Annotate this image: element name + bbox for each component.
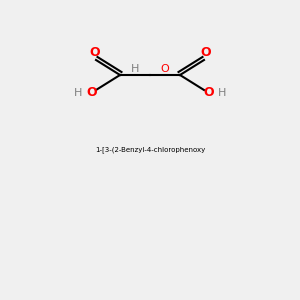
Text: O: O: [203, 86, 214, 100]
Text: O: O: [160, 64, 169, 74]
Text: H: H: [131, 64, 139, 74]
Text: O: O: [86, 86, 97, 100]
Text: O: O: [89, 46, 100, 59]
Text: 1-[3-(2-Benzyl-4-chlorophenoxy: 1-[3-(2-Benzyl-4-chlorophenoxy: [95, 147, 205, 153]
Text: H: H: [218, 88, 226, 98]
Text: O: O: [200, 46, 211, 59]
Text: H: H: [74, 88, 82, 98]
